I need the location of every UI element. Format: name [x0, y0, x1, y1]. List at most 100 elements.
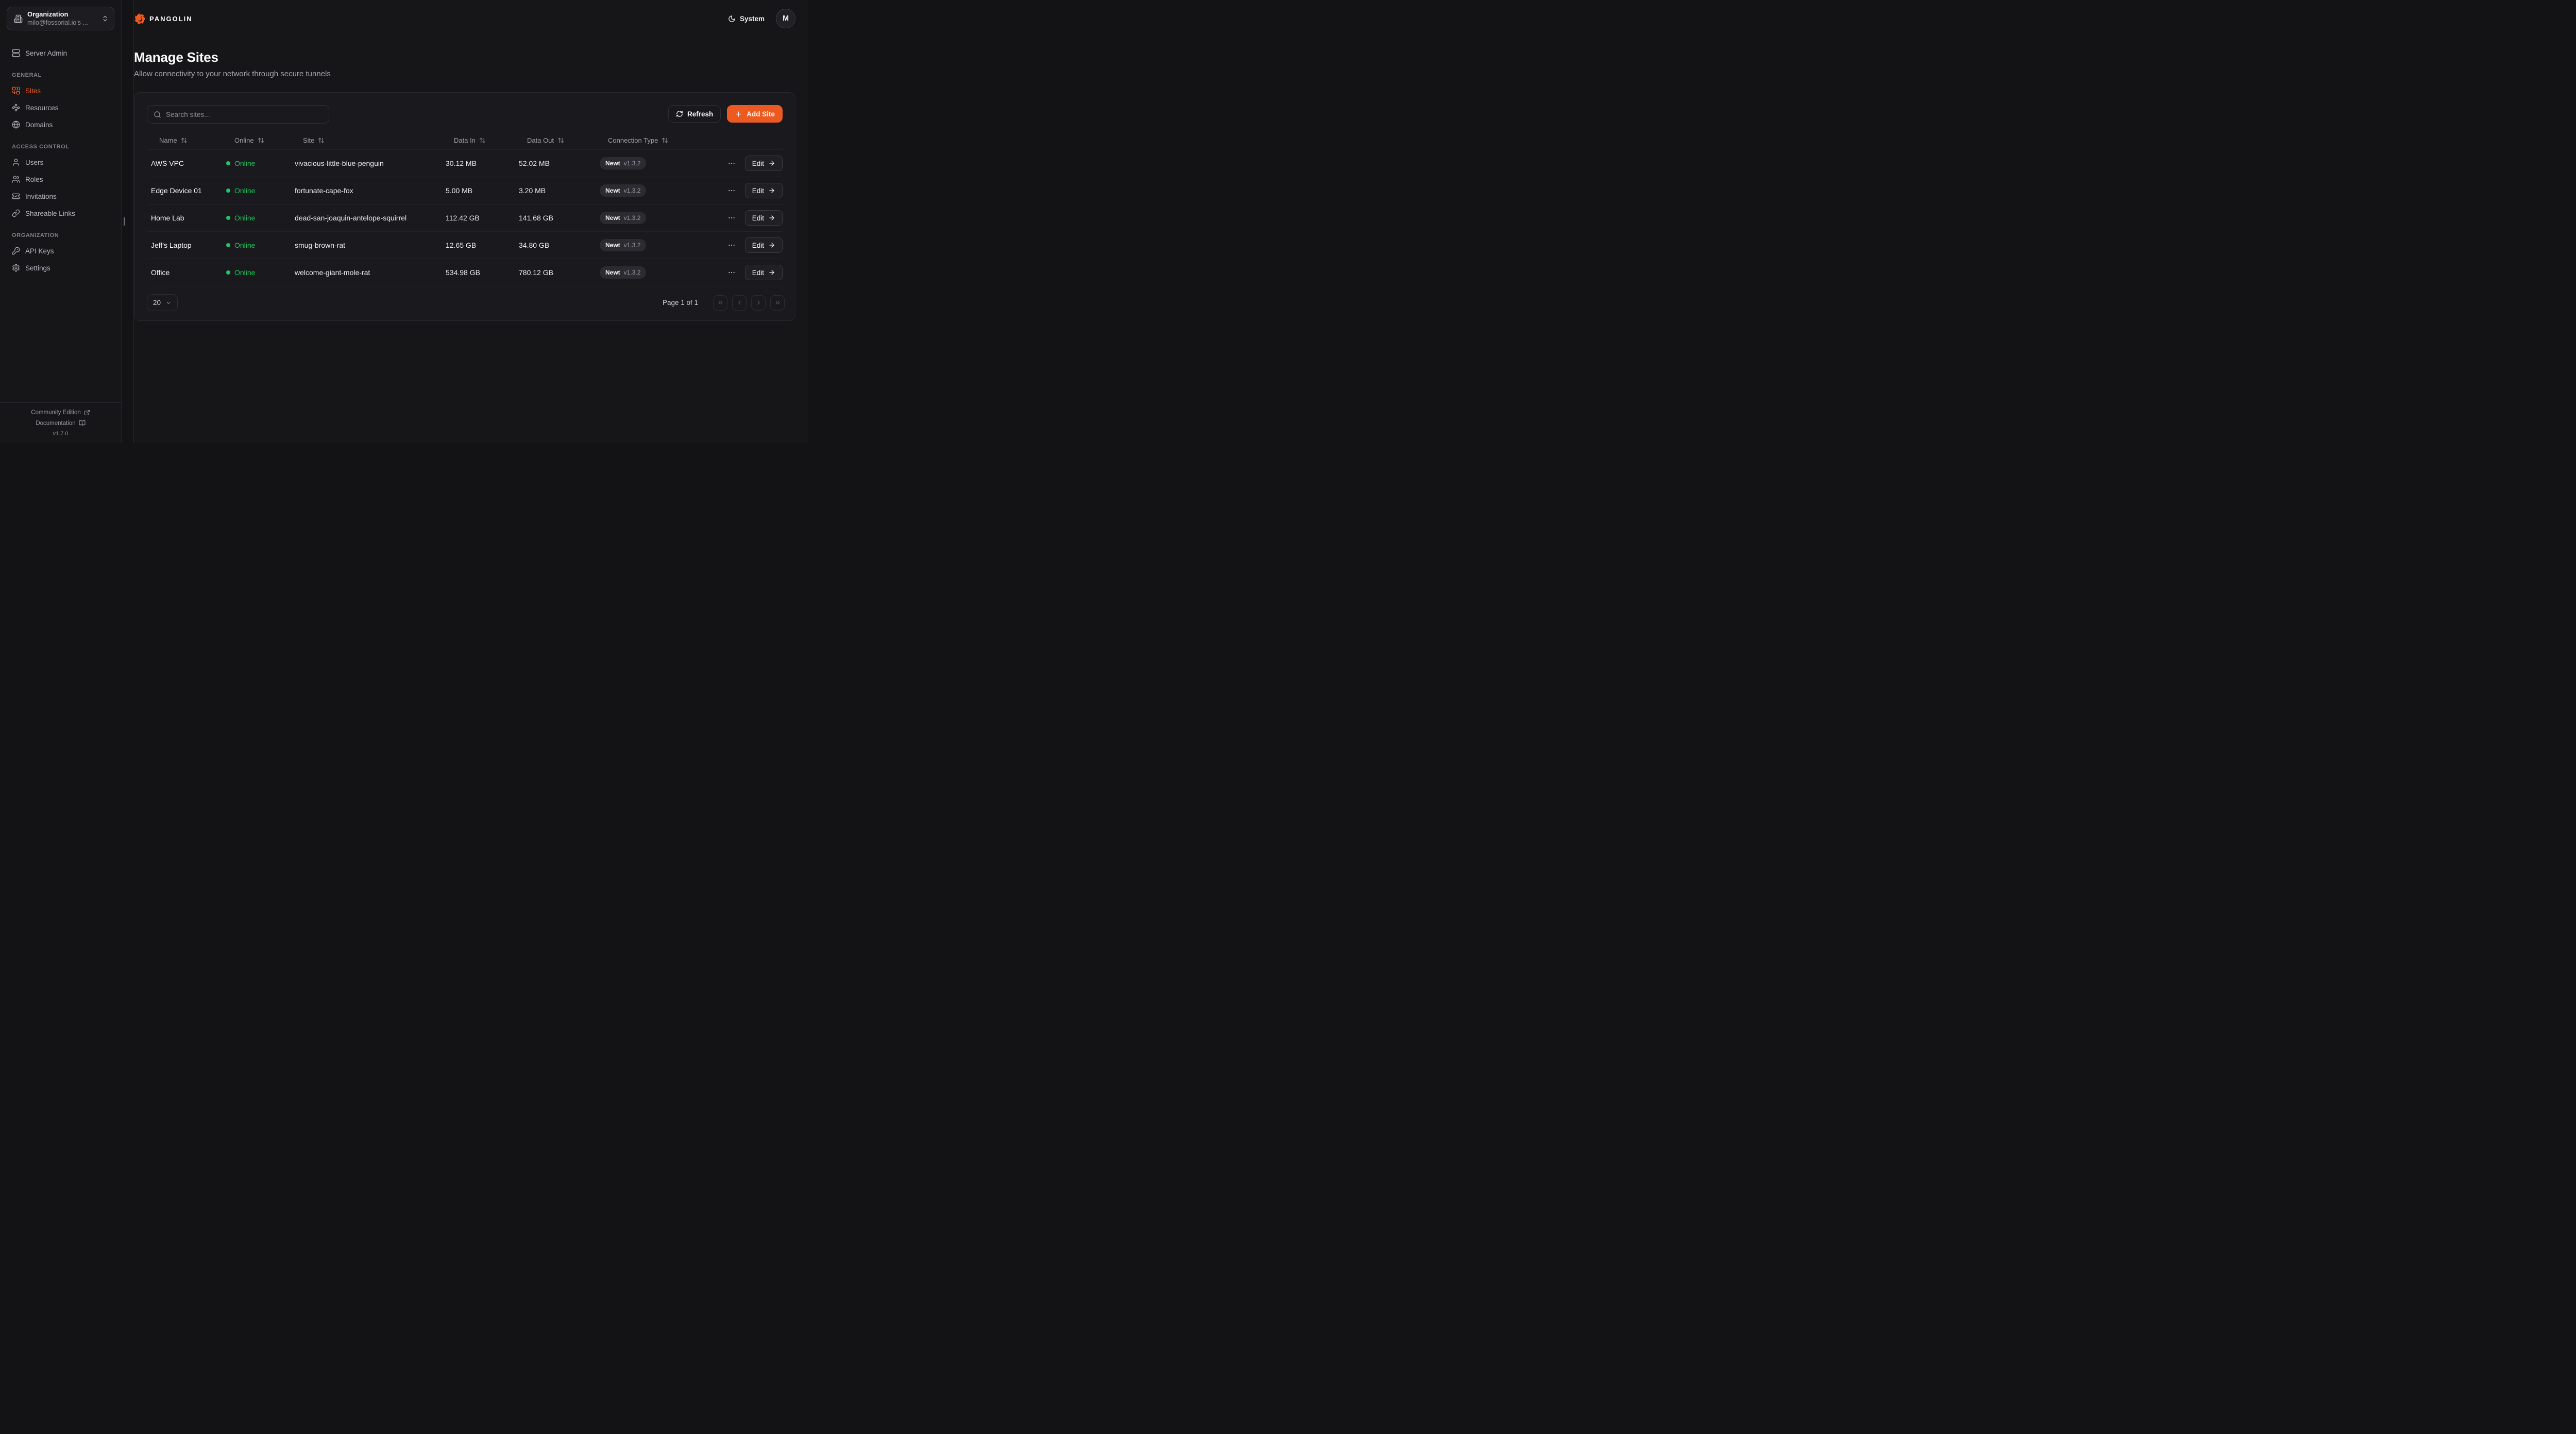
refresh-icon: [676, 111, 683, 117]
online-status-label: Online: [234, 241, 256, 249]
page-title: Manage Sites: [134, 49, 218, 65]
search-input[interactable]: [166, 110, 323, 118]
row-menu-button[interactable]: [726, 185, 737, 196]
page-size-value: 20: [153, 299, 161, 306]
sidebar-item-sites[interactable]: Sites: [7, 83, 114, 98]
documentation-link[interactable]: Documentation: [36, 420, 86, 426]
connection-version: v1.3.2: [623, 269, 641, 276]
sidebar-nav: Server Admin GENERAL Sites Resources Dom…: [0, 45, 121, 277]
toolbar-actions: Refresh Add Site: [668, 105, 783, 123]
arrow-right-icon: [769, 243, 774, 248]
sidebar-footer: Community Edition Documentation v1.7.0: [0, 402, 121, 443]
row-menu-button[interactable]: [726, 240, 737, 250]
sidebar-resizer-gutter: [122, 0, 133, 443]
sidebar-item-shareable-links[interactable]: Shareable Links: [7, 206, 114, 221]
page-size-select[interactable]: 20: [147, 294, 178, 311]
data-in-value: 30.12 MB: [446, 159, 477, 167]
waypoints-icon: [12, 104, 20, 112]
table-row: AWS VPC Online vivacious-little-blue-pen…: [147, 150, 783, 177]
online-status-dot: [226, 243, 230, 247]
data-out-value: 3.20 MB: [519, 186, 546, 195]
sidebar-item-api-keys[interactable]: API Keys: [7, 243, 114, 259]
sidebar-item-label: Users: [25, 158, 44, 166]
sort-icon: [662, 138, 668, 143]
key-icon: [12, 247, 20, 255]
sidebar-item-label: Shareable Links: [25, 209, 75, 217]
previous-page-button[interactable]: [732, 295, 747, 311]
edit-button[interactable]: Edit: [744, 156, 783, 171]
column-header-online[interactable]: Online: [226, 136, 264, 144]
online-status-dot: [226, 216, 230, 220]
refresh-button[interactable]: Refresh: [668, 105, 721, 123]
data-in-value: 12.65 GB: [446, 241, 477, 249]
online-status-label: Online: [234, 159, 256, 167]
table-row: Home Lab Online dead-san-joaquin-antelop…: [147, 204, 783, 232]
column-header-name[interactable]: Name: [151, 136, 188, 144]
column-header-data-out[interactable]: Data Out: [519, 136, 564, 144]
add-site-button[interactable]: Add Site: [727, 105, 783, 123]
edit-label: Edit: [752, 241, 764, 249]
column-header-data-in[interactable]: Data In: [446, 136, 486, 144]
data-out-value: 34.80 GB: [519, 241, 550, 249]
row-menu-button[interactable]: [726, 213, 737, 223]
brand: PANGOLIN: [134, 12, 193, 25]
column-header-connection-type[interactable]: Connection Type: [600, 136, 668, 144]
sort-icon: [480, 138, 485, 143]
last-page-button[interactable]: [770, 295, 785, 311]
sidebar-item-resources[interactable]: Resources: [7, 100, 114, 115]
connection-version: v1.3.2: [623, 242, 641, 249]
site-name: Jeff's Laptop: [151, 241, 192, 249]
sidebar-item-domains[interactable]: Domains: [7, 117, 114, 132]
edit-label: Edit: [752, 186, 764, 195]
sidebar-item-invitations[interactable]: Invitations: [7, 189, 114, 204]
external-link-icon: [84, 410, 90, 415]
add-site-label: Add Site: [747, 110, 775, 118]
sidebar-item-server-admin[interactable]: Server Admin: [7, 45, 114, 61]
gear-icon: [12, 264, 20, 272]
connection-type-badge: Newt v1.3.2: [600, 157, 647, 169]
community-edition-link[interactable]: Community Edition: [31, 409, 90, 416]
connection-name: Newt: [605, 242, 620, 249]
next-page-button[interactable]: [751, 295, 766, 311]
sidebar-item-settings[interactable]: Settings: [7, 260, 114, 276]
sidebar-item-label: Settings: [25, 264, 50, 272]
chevrons-left-icon: [718, 301, 722, 304]
first-page-button[interactable]: [713, 295, 727, 311]
avatar-initial: M: [782, 14, 789, 23]
data-in-value: 5.00 MB: [446, 186, 473, 195]
search-box: [147, 105, 329, 124]
site-name: AWS VPC: [151, 159, 184, 167]
sort-icon: [258, 138, 264, 143]
row-menu-button[interactable]: [726, 158, 737, 168]
edit-label: Edit: [752, 268, 764, 277]
edit-button[interactable]: Edit: [744, 210, 783, 226]
edit-button[interactable]: Edit: [744, 183, 783, 198]
avatar[interactable]: M: [776, 9, 795, 28]
sidebar-item-users[interactable]: Users: [7, 155, 114, 170]
app-window: Organization milo@fossorial.io's ... Ser…: [0, 0, 808, 443]
sidebar-item-label: Sites: [25, 87, 41, 95]
connection-type-badge: Newt v1.3.2: [600, 184, 647, 197]
site-name: Edge Device 01: [151, 186, 202, 195]
pangolin-logo: [134, 12, 146, 25]
site-slug: dead-san-joaquin-antelope-squirrel: [295, 214, 407, 222]
online-status-dot: [226, 270, 230, 275]
row-menu-button[interactable]: [726, 267, 737, 278]
site-slug: welcome-giant-mole-rat: [295, 268, 370, 277]
column-header-site[interactable]: Site: [295, 136, 325, 144]
sidebar-resize-handle[interactable]: [124, 217, 125, 226]
sidebar-item-roles[interactable]: Roles: [7, 172, 114, 187]
ellipsis-icon: [728, 217, 735, 219]
table-header-row: Name Online Site Data In Data Out Connec…: [147, 131, 783, 150]
topbar-right: System M: [728, 9, 795, 28]
ellipsis-icon: [728, 190, 735, 192]
theme-toggle[interactable]: System: [728, 15, 765, 23]
edit-button[interactable]: Edit: [744, 265, 783, 280]
edit-button[interactable]: Edit: [744, 237, 783, 253]
org-selector[interactable]: Organization milo@fossorial.io's ...: [7, 7, 114, 30]
topbar: PANGOLIN System M: [134, 0, 795, 37]
column-label: Connection Type: [608, 136, 658, 144]
ellipsis-icon: [728, 162, 735, 164]
data-out-value: 780.12 GB: [519, 268, 553, 277]
page-indicator: Page 1 of 1: [662, 299, 698, 306]
